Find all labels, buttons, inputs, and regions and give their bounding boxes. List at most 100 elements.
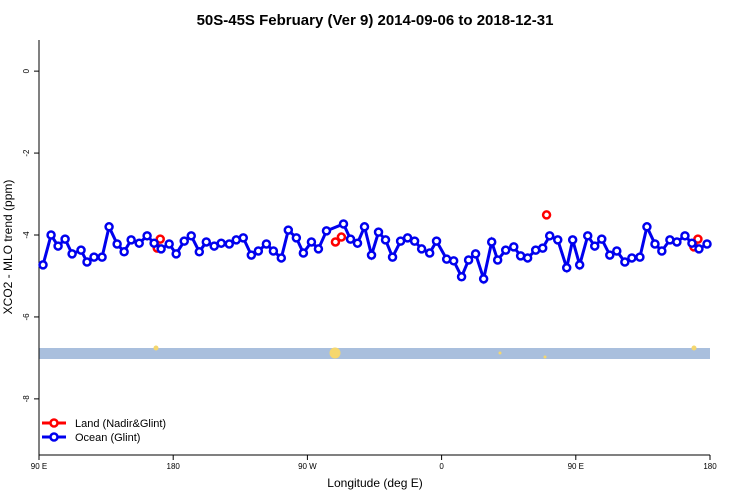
data-point xyxy=(694,244,704,254)
legend-marker xyxy=(49,418,59,428)
data-point xyxy=(179,236,189,246)
y-tick-label: -8 xyxy=(22,395,31,403)
data-point xyxy=(687,238,697,248)
data-point xyxy=(693,234,703,244)
data-point xyxy=(216,238,226,248)
data-point xyxy=(620,257,630,267)
data-point xyxy=(605,250,615,260)
data-point xyxy=(53,241,63,251)
x-axis-label: Longitude (deg E) xyxy=(327,476,422,490)
x-tick-label: 90 E xyxy=(31,462,47,471)
data-point xyxy=(612,246,622,256)
data-point xyxy=(395,236,406,246)
x-tick-label: 90 E xyxy=(568,462,584,471)
data-point xyxy=(537,243,548,253)
data-point xyxy=(186,231,196,241)
y-tick-label: -2 xyxy=(22,149,31,157)
data-point xyxy=(313,244,324,254)
surface-band xyxy=(39,348,710,359)
data-point xyxy=(104,222,114,232)
x-tick-label: 180 xyxy=(703,462,717,471)
data-point xyxy=(194,247,205,257)
band-dot xyxy=(329,347,341,359)
data-point xyxy=(283,225,294,235)
data-point xyxy=(156,244,166,254)
data-point xyxy=(702,239,712,249)
data-point xyxy=(635,252,645,262)
data-point xyxy=(201,237,212,247)
band-dot xyxy=(543,355,547,359)
data-point xyxy=(478,274,489,284)
legend-label: Land (Nadir&Glint) xyxy=(75,418,166,430)
data-point xyxy=(553,235,563,245)
data-point xyxy=(134,238,144,248)
data-point xyxy=(149,238,159,248)
data-point xyxy=(650,239,660,249)
data-point xyxy=(306,237,317,247)
data-point xyxy=(544,231,555,241)
data-point xyxy=(409,236,420,246)
data-point xyxy=(448,256,459,266)
data-point xyxy=(561,263,572,273)
legend-label: Ocean (Glint) xyxy=(75,432,140,444)
band-dot xyxy=(153,345,159,351)
data-point xyxy=(627,253,637,263)
data-point xyxy=(155,234,165,244)
data-point xyxy=(89,252,99,262)
data-point xyxy=(387,252,398,262)
x-tick-label: 0 xyxy=(439,462,444,471)
data-point xyxy=(338,219,349,229)
data-point xyxy=(38,260,48,270)
data-point xyxy=(416,244,427,254)
data-point xyxy=(463,255,474,265)
data-point xyxy=(359,222,370,232)
data-point xyxy=(486,237,497,247)
data-point xyxy=(224,239,235,249)
data-point xyxy=(582,231,593,241)
data-point xyxy=(500,245,511,255)
data-point xyxy=(321,226,332,236)
data-point xyxy=(330,237,341,247)
data-point xyxy=(97,252,107,262)
data-point xyxy=(246,250,257,260)
data-point xyxy=(596,234,607,244)
data-point xyxy=(642,222,652,232)
data-point xyxy=(126,235,136,245)
data-point xyxy=(261,239,272,249)
data-point xyxy=(112,239,122,249)
data-point xyxy=(366,250,377,260)
data-point xyxy=(574,260,585,270)
data-point xyxy=(268,246,279,256)
x-tick-label: 180 xyxy=(167,462,181,471)
data-point xyxy=(46,230,56,240)
data-point xyxy=(164,239,174,249)
y-tick-label: -6 xyxy=(22,313,31,321)
data-point xyxy=(238,233,249,243)
band-dot xyxy=(498,351,502,355)
data-point xyxy=(352,238,363,248)
data-point xyxy=(67,249,77,259)
data-point xyxy=(380,235,391,245)
data-point xyxy=(402,233,413,243)
data-point xyxy=(680,231,690,241)
data-point xyxy=(276,253,287,263)
data-point xyxy=(589,241,600,251)
legend-marker xyxy=(49,432,59,442)
data-point xyxy=(431,236,442,246)
data-point xyxy=(345,234,356,244)
data-point xyxy=(291,233,302,243)
y-tick-label: 0 xyxy=(22,68,31,73)
data-point xyxy=(336,232,347,242)
data-point xyxy=(253,246,264,256)
y-tick-label: -4 xyxy=(22,231,31,239)
data-point xyxy=(424,248,435,258)
data-point xyxy=(298,248,309,258)
data-point xyxy=(567,235,578,245)
data-point xyxy=(509,242,519,252)
data-point xyxy=(119,247,129,257)
data-point xyxy=(672,237,682,247)
data-point xyxy=(470,249,481,259)
band-dot xyxy=(691,345,697,351)
